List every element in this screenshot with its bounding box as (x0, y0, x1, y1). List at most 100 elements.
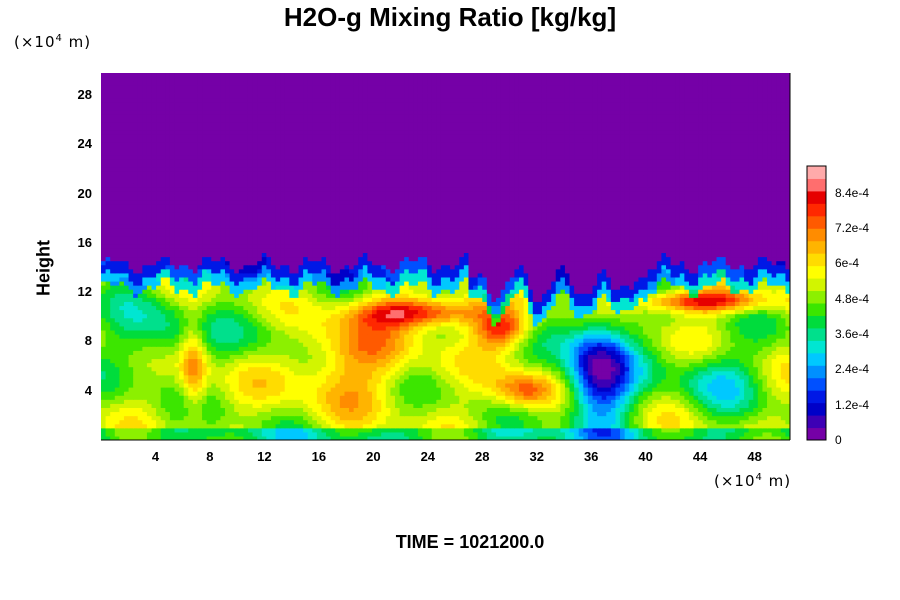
heatmap-cell (197, 342, 203, 347)
heatmap-cell (105, 317, 111, 323)
heatmap-cell (289, 407, 295, 413)
heatmap-cell (730, 321, 736, 327)
heatmap-cell (156, 342, 162, 347)
heatmap-cell (620, 435, 626, 440)
heatmap-cell (385, 333, 391, 339)
heatmap-cell (146, 338, 153, 343)
heatmap-cell (137, 329, 143, 335)
heatmap-cell (574, 317, 580, 323)
heatmap-cell (160, 423, 166, 429)
heatmap-cell (468, 415, 474, 421)
heatmap-cell (128, 342, 134, 347)
heatmap-cell (110, 313, 116, 319)
heatmap-cell (583, 338, 589, 343)
heatmap-cell (592, 329, 598, 335)
heatmap-cell (229, 358, 235, 364)
heatmap-cell (284, 419, 290, 425)
heatmap-cell (257, 366, 263, 372)
heatmap-cell (156, 309, 162, 315)
heatmap-cell (477, 378, 483, 384)
heatmap-cell (688, 419, 695, 425)
heatmap-cell (528, 358, 534, 364)
heatmap-cell (592, 338, 598, 343)
heatmap-cell (528, 419, 534, 425)
heatmap-cell (643, 415, 649, 421)
heatmap-cell (110, 342, 116, 347)
heatmap-cell (560, 358, 566, 364)
heatmap-cell (629, 313, 635, 319)
heatmap-cell (266, 313, 272, 319)
heatmap-cell (431, 329, 437, 335)
heatmap-cell (482, 325, 488, 331)
heatmap-cell (477, 403, 483, 408)
heatmap-cell (624, 370, 630, 376)
heatmap-cell (592, 313, 598, 319)
heatmap-cell (693, 419, 699, 425)
heatmap-cell (721, 366, 727, 372)
heatmap-cell (321, 411, 327, 417)
heatmap-cell (257, 431, 263, 437)
heatmap-cell (587, 407, 594, 413)
heatmap-cell (408, 317, 414, 323)
heatmap-cell (381, 309, 387, 315)
heatmap-cell (518, 395, 525, 400)
heatmap-cell (234, 427, 240, 433)
heatmap-cell (518, 325, 525, 331)
heatmap-cell (716, 305, 722, 311)
heatmap-cell (151, 309, 157, 315)
heatmap-cell (169, 423, 176, 429)
heatmap-cell (647, 309, 653, 315)
heatmap-cell (349, 382, 355, 388)
heatmap-cell (665, 350, 672, 355)
heatmap-cell (257, 378, 263, 384)
heatmap-cell (234, 370, 240, 376)
heatmap-cell (656, 403, 662, 408)
heatmap-cell (734, 309, 741, 315)
heatmap-cell (509, 395, 515, 400)
heatmap-cell (445, 313, 451, 319)
heatmap-cell (514, 391, 520, 396)
heatmap-cell (142, 309, 148, 315)
heatmap-cell (610, 338, 617, 343)
heatmap-cell (564, 386, 571, 392)
heatmap-cell (303, 374, 309, 380)
heatmap-cell (312, 435, 318, 440)
heatmap-cell (284, 333, 290, 339)
heatmap-cell (197, 411, 203, 417)
heatmap-cell (652, 329, 658, 335)
heatmap-cell (670, 399, 676, 404)
heatmap-cell (721, 325, 727, 331)
heatmap-cell (454, 395, 460, 400)
heatmap-cell (730, 333, 736, 339)
heatmap-cell (119, 346, 125, 351)
heatmap-cell (206, 399, 212, 404)
heatmap-cell (688, 415, 695, 421)
heatmap-cell (284, 313, 290, 319)
heatmap-cell (505, 321, 511, 327)
heatmap-cell (202, 435, 208, 440)
heatmap-cell (353, 321, 359, 327)
heatmap-cell (716, 333, 722, 339)
heatmap-cell (270, 313, 277, 319)
heatmap-cell (160, 321, 166, 327)
heatmap-cell (776, 407, 782, 413)
heatmap-cell (339, 403, 346, 408)
heatmap-cell (500, 333, 506, 339)
heatmap-cell (509, 317, 515, 323)
heatmap-cell (445, 391, 451, 396)
heatmap-cell (133, 391, 139, 396)
heatmap-cell (197, 374, 203, 380)
heatmap-cell (114, 391, 120, 396)
heatmap-cell (408, 382, 414, 388)
heatmap-cell (376, 309, 382, 315)
heatmap-cell (482, 427, 488, 433)
heatmap-cell (215, 419, 222, 425)
heatmap-cell (661, 403, 667, 408)
heatmap-cell (225, 358, 231, 364)
heatmap-cell (266, 366, 272, 372)
heatmap-cell (606, 378, 612, 384)
heatmap-cell (385, 419, 391, 425)
heatmap-cell (748, 374, 754, 380)
heatmap-cell (583, 431, 589, 437)
heatmap-cell (202, 301, 208, 307)
